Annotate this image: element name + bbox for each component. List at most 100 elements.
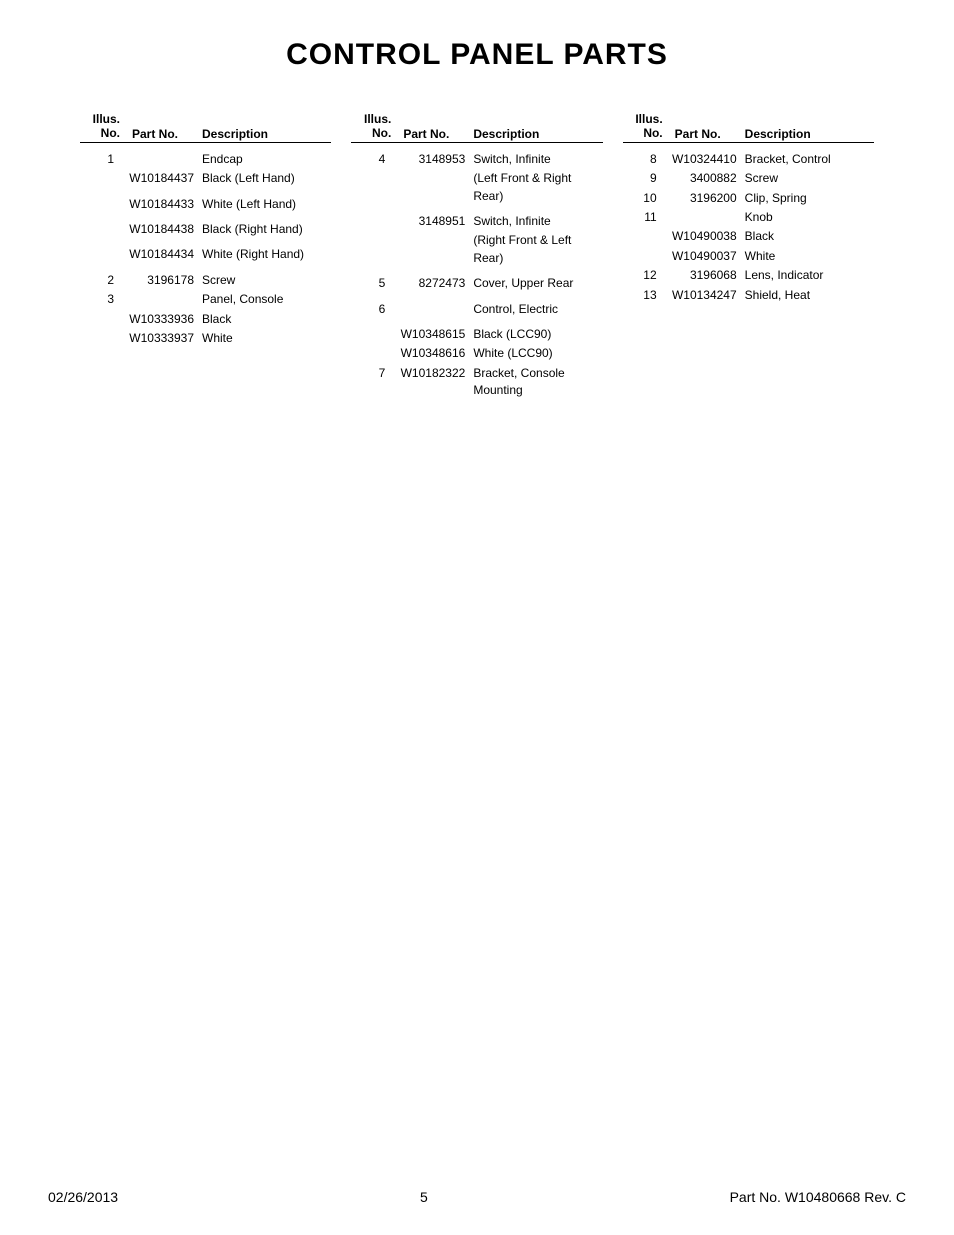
page-footer: 02/26/2013 5 Part No. W10480668 Rev. C	[0, 1189, 954, 1205]
cell-part: W10184433	[120, 196, 198, 213]
cell-illus	[80, 221, 120, 238]
header-desc: Description	[741, 127, 874, 143]
cell-illus: 5	[351, 275, 391, 292]
cell-part: 3400882	[663, 170, 741, 187]
cell-part: W10324410	[663, 151, 741, 168]
cell-desc: Black	[198, 311, 331, 328]
cell-desc: Black (Right Hand)	[198, 221, 331, 238]
cell-desc: Cover, Upper Rear	[469, 275, 602, 292]
cell-desc: Knob	[741, 209, 874, 226]
cell-part: W10184434	[120, 246, 198, 263]
cell-illus: 2	[80, 272, 120, 289]
cell-illus: 3	[80, 291, 120, 308]
cell-desc: Panel, Console	[198, 291, 331, 308]
cell-desc: Bracket, Console Mounting	[469, 365, 602, 400]
cell-illus	[80, 196, 120, 213]
cell-part	[120, 291, 198, 308]
cell-desc: White	[741, 248, 874, 265]
cell-desc: White (Left Hand)	[198, 196, 331, 213]
cell-part: W10182322	[391, 365, 469, 400]
table-row: W10490038Black	[623, 226, 874, 245]
cell-illus: 10	[623, 190, 663, 207]
table-row: 58272473Cover, Upper Rear	[351, 273, 602, 292]
cell-part: 3196178	[120, 272, 198, 289]
table-row: (Right Front & Left Rear)	[351, 230, 602, 267]
cell-desc: White (Right Hand)	[198, 246, 331, 263]
table-row: 6Control, Electric	[351, 299, 602, 318]
cell-illus: 12	[623, 267, 663, 284]
cell-illus	[351, 170, 391, 205]
table-row: 7W10182322Bracket, Console Mounting	[351, 363, 602, 400]
parts-column: Illus.No.Part No.Description1EndcapW1018…	[80, 112, 331, 399]
parts-column: Illus.No.Part No.Description 8W10324410Br…	[623, 112, 874, 399]
cell-illus: 11	[623, 209, 663, 226]
cell-part: W10348616	[391, 345, 469, 362]
table-row: W10184437Black (Left Hand)	[80, 168, 331, 187]
cell-desc: Black (LCC90)	[469, 326, 602, 343]
cell-illus	[80, 330, 120, 347]
table-row: W10184434White (Right Hand)	[80, 244, 331, 263]
table-row: 93400882Screw	[623, 168, 874, 187]
table-row: W10490037White	[623, 246, 874, 265]
cell-illus	[351, 232, 391, 267]
footer-page: 5	[420, 1189, 428, 1205]
header-illus: Illus.No.	[623, 112, 663, 143]
cell-desc: Black	[741, 228, 874, 245]
cell-part: 3196068	[663, 267, 741, 284]
cell-illus	[80, 246, 120, 263]
parts-column: Illus.No.Part No.Description43148953Swit…	[351, 112, 602, 399]
cell-part: W10490037	[663, 248, 741, 265]
table-row: W10348615Black (LCC90)	[351, 324, 602, 343]
cell-desc: Screw	[198, 272, 331, 289]
page-title: CONTROL PANEL PARTS	[0, 0, 954, 72]
cell-desc: White	[198, 330, 331, 347]
cell-part: W10134247	[663, 287, 741, 304]
cell-part: 3148953	[391, 151, 469, 168]
column-header: Illus.No.Part No.Description	[80, 112, 331, 143]
cell-desc: (Right Front & Left Rear)	[469, 232, 602, 267]
table-row: 13W10134247Shield, Heat	[623, 285, 874, 304]
cell-part: W10348615	[391, 326, 469, 343]
table-row: 8W10324410Bracket, Control	[623, 149, 874, 168]
cell-part: W10184437	[120, 170, 198, 187]
table-row: 43148953Switch, Infinite	[351, 149, 602, 168]
table-row: W10348616White (LCC90)	[351, 343, 602, 362]
cell-part: W10333937	[120, 330, 198, 347]
table-row: 123196068Lens, Indicator	[623, 265, 874, 284]
header-part: Part No.	[391, 127, 469, 143]
cell-desc: (Left Front & Right Rear)	[469, 170, 602, 205]
table-row: W10333937White	[80, 328, 331, 347]
table-row: 3148951Switch, Infinite	[351, 211, 602, 230]
cell-desc: Switch, Infinite	[469, 151, 602, 168]
table-row: 3 Panel, Console	[80, 289, 331, 308]
header-part: Part No.	[120, 127, 198, 143]
cell-illus: 7	[351, 365, 391, 400]
table-row: W10184433White (Left Hand)	[80, 194, 331, 213]
table-row: 11 Knob	[623, 207, 874, 226]
cell-illus: 1	[80, 151, 120, 168]
cell-part: W10184438	[120, 221, 198, 238]
header-illus: Illus.No.	[80, 112, 120, 143]
cell-desc: Black (Left Hand)	[198, 170, 331, 187]
footer-partno: Part No. W10480668 Rev. C	[730, 1189, 906, 1205]
cell-desc: Control, Electric	[469, 301, 602, 318]
cell-desc: Screw	[741, 170, 874, 187]
header-part: Part No.	[663, 127, 741, 143]
cell-illus: 8	[623, 151, 663, 168]
cell-part	[391, 232, 469, 267]
cell-illus: 4	[351, 151, 391, 168]
table-row: W10333936Black	[80, 309, 331, 328]
cell-illus	[623, 228, 663, 245]
cell-desc: Endcap	[198, 151, 331, 168]
cell-desc: Bracket, Control	[741, 151, 874, 168]
cell-part	[391, 170, 469, 205]
cell-illus	[351, 213, 391, 230]
column-header: Illus.No.Part No.Description	[351, 112, 602, 143]
cell-desc: Switch, Infinite	[469, 213, 602, 230]
table-row: W10184438Black (Right Hand)	[80, 219, 331, 238]
cell-desc: Shield, Heat	[741, 287, 874, 304]
cell-part	[120, 151, 198, 168]
cell-desc: Clip, Spring	[741, 190, 874, 207]
cell-part: 3148951	[391, 213, 469, 230]
table-row: 23196178Screw	[80, 270, 331, 289]
